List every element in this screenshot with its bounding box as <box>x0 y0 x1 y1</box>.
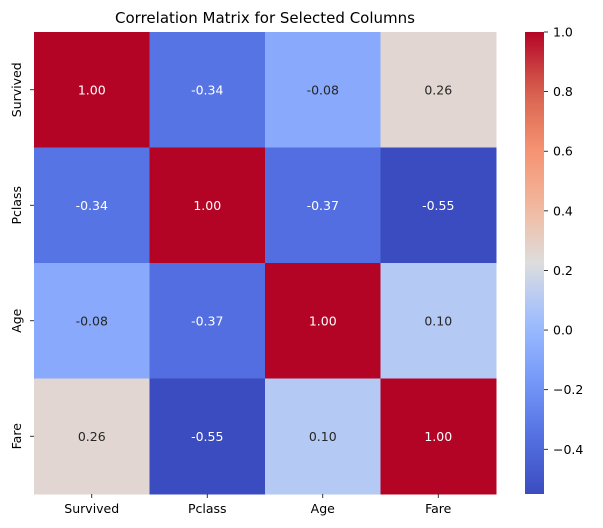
cell-value-label: 1.00 <box>78 82 106 97</box>
heatmap-cell <box>34 32 150 148</box>
colorbar-gradient <box>525 32 544 494</box>
cell-value-label: -0.08 <box>76 313 108 328</box>
cell-value-label: 0.10 <box>424 313 452 328</box>
colorbar-tick-label: 0.6 <box>553 144 573 159</box>
cell-value-label: 1.00 <box>424 429 452 444</box>
heatmap-cell <box>149 378 266 495</box>
colorbar-tick-label: −0.2 <box>553 382 583 397</box>
heatmap-cell <box>149 32 266 148</box>
y-axis: Survived Pclass Age Fare <box>9 62 34 449</box>
colorbar-tick-label: 0.0 <box>553 323 573 338</box>
colorbar-tick-label: 0.4 <box>553 203 573 218</box>
cell-value-label: -0.37 <box>191 313 223 328</box>
heatmap-cell <box>380 147 497 264</box>
cell-value-label: 0.26 <box>424 82 452 97</box>
cell-value-label: -0.55 <box>191 429 223 444</box>
colorbar-tick-label: 0.8 <box>553 84 573 99</box>
cell-value-label: 0.26 <box>78 429 106 444</box>
cell-value-label: 1.00 <box>193 198 221 213</box>
cell-value-label: 0.10 <box>309 429 337 444</box>
heatmap-cell <box>265 378 381 495</box>
x-tick-label: Fare <box>425 501 452 516</box>
colorbar: −0.4 −0.2 0.0 0.2 0.4 0.6 0.8 1.0 <box>525 25 583 494</box>
x-tick-label: Age <box>311 501 335 516</box>
y-tick-label: Survived <box>9 62 24 117</box>
heatmap-cell <box>34 378 150 495</box>
cell-value-label: -0.34 <box>76 198 108 213</box>
heatmap-cell <box>380 263 497 379</box>
heatmap-cell <box>149 147 266 264</box>
y-tick-label: Age <box>9 308 24 332</box>
x-tick-label: Pclass <box>188 501 227 516</box>
heatmap-cell <box>380 32 497 148</box>
chart-title: Correlation Matrix for Selected Columns <box>115 9 415 27</box>
heatmap-cell <box>34 263 150 379</box>
colorbar-tick-label: 1.0 <box>553 25 573 40</box>
heatmap-cells: 1.00 -0.34 -0.08 0.26 -0.34 1.00 -0.37 -0.55 -0.… <box>34 32 497 495</box>
x-axis: Survived Pclass Age Fare <box>64 494 452 516</box>
heatmap-cell <box>380 378 497 495</box>
heatmap-cell <box>265 32 381 148</box>
y-tick-label: Fare <box>9 423 24 450</box>
cell-value-label: -0.08 <box>307 82 339 97</box>
cell-value-label: -0.55 <box>422 198 454 213</box>
cell-value-label: -0.34 <box>191 82 223 97</box>
cell-value-label: -0.37 <box>307 198 339 213</box>
cell-value-label: 1.00 <box>309 313 337 328</box>
heatmap-cell <box>265 147 381 264</box>
x-tick-label: Survived <box>64 501 119 516</box>
heatmap-cell <box>265 263 381 379</box>
heatmap-cell <box>149 263 266 379</box>
y-tick-label: Pclass <box>9 186 24 225</box>
heatmap-cell <box>34 147 150 264</box>
colorbar-tick-label: 0.2 <box>553 263 573 278</box>
colorbar-tick-label: −0.4 <box>553 442 583 457</box>
